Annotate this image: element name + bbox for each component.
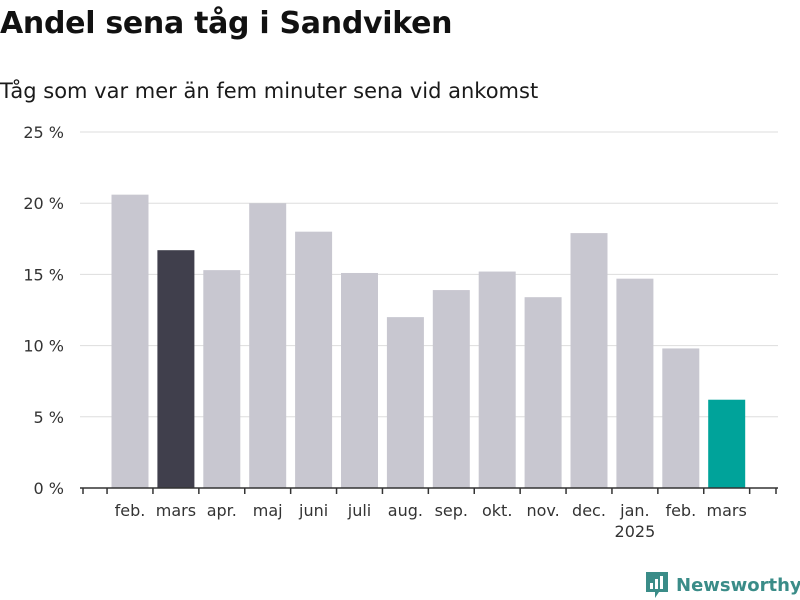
bar <box>478 271 516 488</box>
y-tick-label: 0 % <box>34 479 64 498</box>
newsworthy-logo-icon <box>646 572 668 598</box>
y-tick-label: 10 % <box>23 337 64 356</box>
bar <box>524 297 562 488</box>
bar <box>341 272 378 488</box>
x-tick-label: mars <box>156 501 196 520</box>
brand-name: Newsworthy <box>676 574 800 596</box>
x-tick-label: feb. <box>115 501 146 520</box>
bar <box>616 278 654 488</box>
y-tick-label: 15 % <box>23 265 64 284</box>
bar <box>386 317 424 488</box>
x-tick-label: apr. <box>207 501 237 520</box>
x-tick-label: feb. <box>665 501 696 520</box>
x-tick-label: aug. <box>388 501 423 520</box>
x-tick-label: juli <box>347 501 371 520</box>
x-tick-label: dec. <box>572 501 606 520</box>
x-tick-sublabel: 2025 <box>615 522 656 541</box>
bar <box>203 270 241 488</box>
bar <box>432 290 470 488</box>
x-tick-label: sep. <box>435 501 468 520</box>
bar <box>157 250 195 488</box>
x-tick-label: mars <box>707 501 747 520</box>
bar <box>570 233 608 488</box>
x-tick-label: juni <box>298 501 328 520</box>
bar <box>249 203 287 488</box>
chart-title: Andel sena tåg i Sandviken <box>0 6 453 41</box>
y-tick-label: 20 % <box>23 194 64 213</box>
bar <box>295 231 333 488</box>
x-tick-label: maj <box>253 501 283 520</box>
y-tick-label: 25 % <box>23 123 64 142</box>
bar <box>111 194 149 488</box>
y-tick-label: 5 % <box>34 408 64 427</box>
x-tick-label: okt. <box>482 501 512 520</box>
bar <box>708 399 746 488</box>
chart-subtitle: Tåg som var mer än fem minuter sena vid … <box>0 79 539 103</box>
brand-logo: Newsworthy <box>644 570 800 600</box>
bar <box>662 348 700 488</box>
x-tick-label: nov. <box>526 501 559 520</box>
x-tick-label: jan. <box>619 501 649 520</box>
